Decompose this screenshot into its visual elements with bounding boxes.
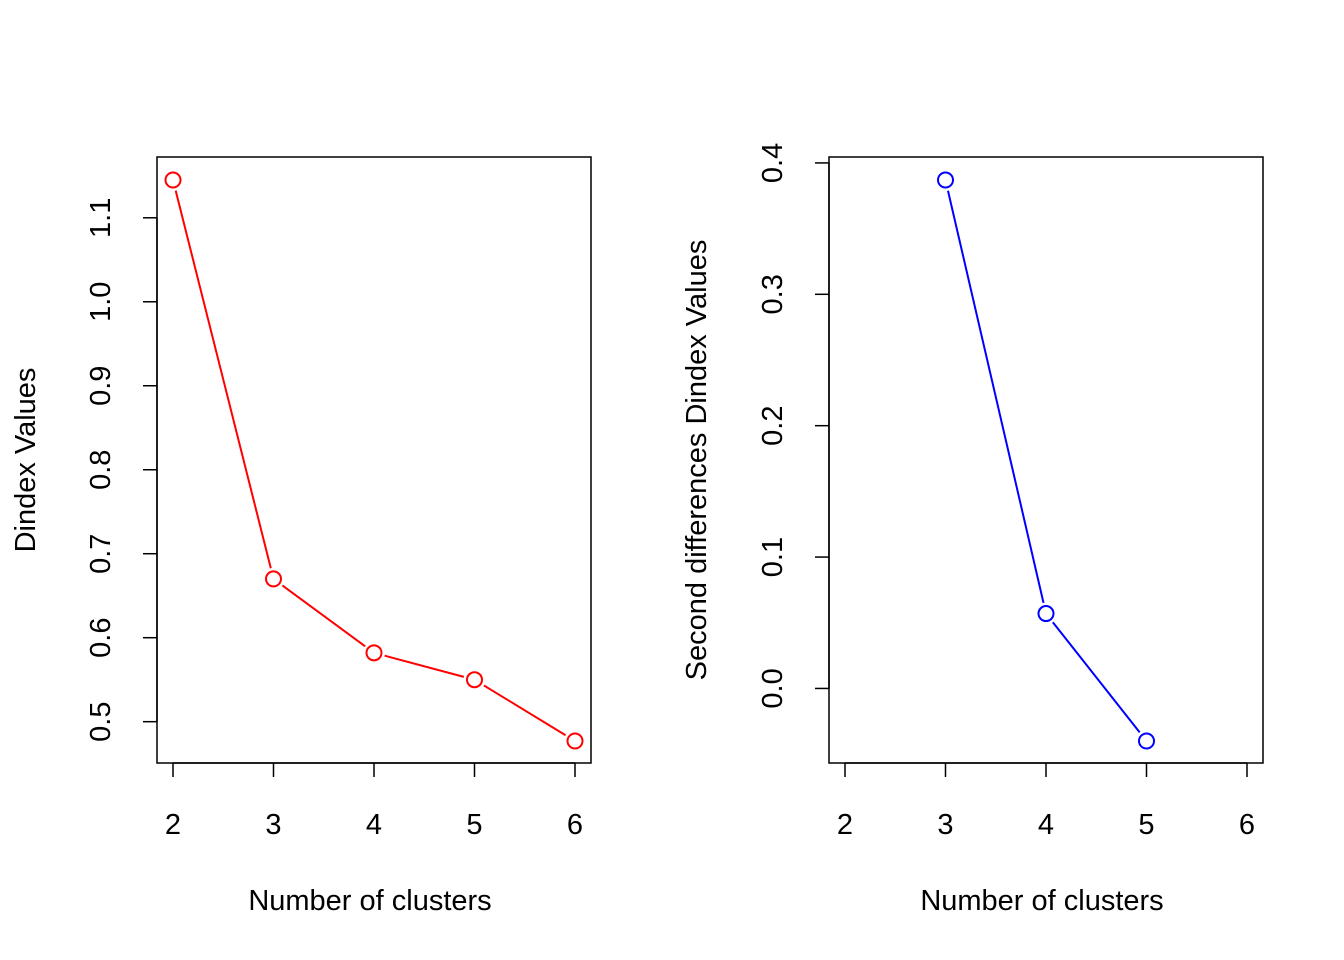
data-point (265, 570, 282, 588)
y-tick-label: 0.4 (757, 143, 789, 183)
y-tick-label: 1.0 (85, 282, 117, 322)
series-line-segment (947, 190, 1045, 604)
y-axis-label: Second differences Dindex Values (681, 240, 713, 681)
series-line-segment (483, 684, 567, 737)
series-line-segment (1052, 621, 1141, 733)
series-line-segment (281, 584, 366, 648)
plot-frame (828, 156, 1264, 764)
y-tick-label: 0.6 (85, 618, 117, 658)
chart-panel-second-differences: 0.0 0.1 0.2 0.3 0.4 2 3 4 5 6 Number of clusters… (681, 143, 1264, 917)
data-point (164, 171, 182, 189)
series-line-segment (384, 654, 465, 678)
data-point (566, 732, 584, 750)
x-axis-label: Number of clusters (248, 885, 491, 917)
series-dindex (164, 171, 584, 750)
y-axis: 0.0 0.1 0.2 0.3 0.4 (757, 143, 830, 709)
x-axis: 2 3 4 5 6 (165, 762, 583, 841)
y-tick-label: 0.8 (85, 450, 117, 490)
y-tick-label: 0.3 (757, 274, 789, 314)
data-point (1037, 605, 1055, 623)
y-tick-label: 0.0 (757, 668, 789, 708)
x-tick-label: 2 (837, 809, 853, 841)
data-point (365, 644, 383, 662)
x-tick-label: 5 (466, 809, 482, 841)
x-tick-label: 5 (1138, 809, 1154, 841)
chart-panel-dindex: 0.5 0.6 0.7 0.8 0.9 1.0 1.1 2 3 4 5 6 Number of cl… (10, 156, 592, 917)
y-tick-label: 0.2 (757, 406, 789, 446)
x-axis: 2 3 4 5 6 (837, 762, 1255, 841)
y-tick-label: 0.1 (757, 537, 789, 577)
data-point (466, 671, 483, 689)
y-tick-label: 1.1 (85, 198, 117, 238)
plot-frame (156, 156, 592, 764)
x-tick-label: 4 (1038, 809, 1054, 841)
series-second-differences (937, 171, 1155, 750)
x-tick-label: 3 (265, 809, 281, 841)
y-axis-label: Dindex Values (10, 368, 42, 553)
x-tick-label: 3 (937, 809, 953, 841)
y-tick-label: 0.9 (85, 366, 117, 406)
x-tick-label: 2 (165, 809, 181, 841)
y-tick-label: 0.5 (85, 702, 117, 742)
series-line-segment (174, 190, 272, 569)
y-axis: 0.5 0.6 0.7 0.8 0.9 1.0 1.1 (85, 198, 158, 742)
x-tick-label: 6 (1239, 809, 1255, 841)
x-tick-label: 6 (567, 809, 583, 841)
x-axis-label: Number of clusters (920, 885, 1163, 917)
data-point (1138, 732, 1155, 750)
y-tick-label: 0.7 (85, 534, 117, 574)
x-tick-label: 4 (366, 809, 382, 841)
data-point (937, 171, 954, 189)
